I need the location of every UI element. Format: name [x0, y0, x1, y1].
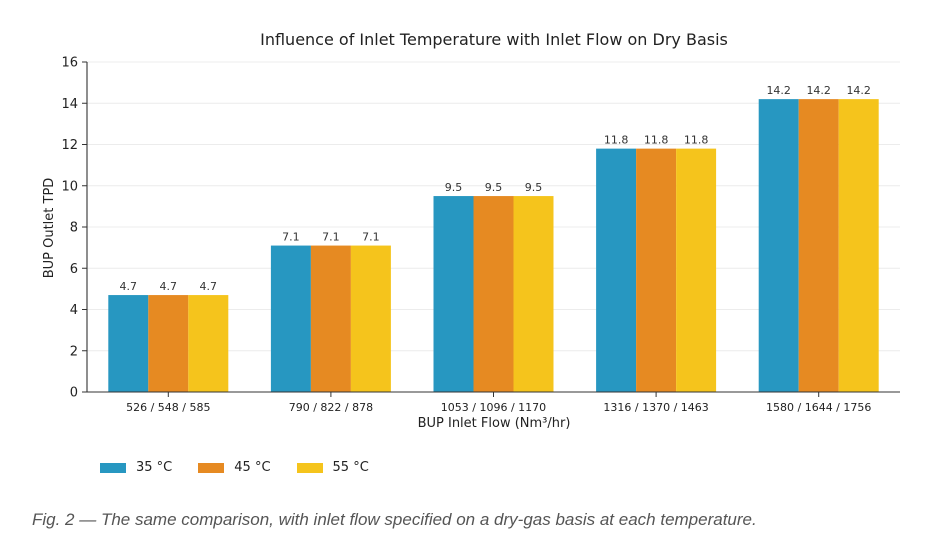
- x-tick-label: 790 / 822 / 878: [289, 401, 373, 414]
- legend-item: 35 °C: [100, 460, 172, 475]
- bar: [838, 99, 879, 392]
- bar-value-label: 7.1: [322, 231, 340, 244]
- y-tick-label: 4: [70, 303, 78, 318]
- legend-item: 55 °C: [296, 460, 369, 475]
- y-tick-label: 6: [70, 262, 78, 277]
- bar: [350, 245, 391, 392]
- bar: [188, 295, 229, 392]
- y-tick-label: 14: [61, 97, 78, 112]
- bar-value-label: 9.5: [445, 181, 463, 194]
- chart-legend: 35 °C 45 °C 55 °C: [100, 460, 369, 475]
- bar: [513, 196, 554, 392]
- y-tick-label: 0: [70, 386, 78, 401]
- x-tick-label: 1316 / 1370 / 1463: [603, 401, 708, 414]
- x-tick-label: 1580 / 1644 / 1756: [766, 401, 871, 414]
- bar-chart: Influence of Inlet Temperature with Inle…: [42, 30, 900, 431]
- bar-value-label: 4.7: [120, 280, 138, 293]
- y-tick-label: 10: [61, 179, 78, 194]
- legend-label: 45 °C: [234, 460, 271, 475]
- chart-title: Influence of Inlet Temperature with Inle…: [260, 30, 728, 49]
- y-tick-label: 8: [70, 221, 78, 236]
- bar-value-label: 4.7: [160, 280, 178, 293]
- bar: [270, 245, 311, 392]
- bar: [310, 245, 351, 392]
- y-tick-label: 2: [70, 344, 78, 359]
- y-tick-label: 16: [61, 56, 78, 71]
- bar: [758, 99, 799, 392]
- bar-value-label: 7.1: [282, 231, 300, 244]
- bar: [636, 148, 677, 392]
- legend-swatch: [100, 462, 126, 473]
- legend-item: 45 °C: [198, 460, 271, 475]
- figure-caption: Fig. 2 — The same comparison, with inlet…: [32, 510, 757, 529]
- bar-value-label: 7.1: [362, 231, 380, 244]
- bar-value-label: 4.7: [200, 280, 218, 293]
- bar-value-label: 11.8: [684, 134, 709, 147]
- bar-value-label: 9.5: [525, 181, 543, 194]
- bar: [148, 295, 189, 392]
- bar: [433, 196, 474, 392]
- bar: [473, 196, 514, 392]
- legend-swatch: [296, 462, 323, 473]
- bar-value-label: 11.8: [604, 134, 629, 147]
- bar: [596, 148, 637, 392]
- bar-value-label: 9.5: [485, 181, 503, 194]
- y-axis-ticks: 0 2 4 6 8 10 12 14 16: [61, 56, 87, 401]
- bar-value-label: 11.8: [644, 134, 669, 147]
- x-axis-ticks: 526 / 548 / 585 790 / 822 / 878 1053 / 109…: [126, 392, 871, 414]
- bar: [676, 148, 717, 392]
- bar: [798, 99, 839, 392]
- bar: [108, 295, 149, 392]
- bar-value-label: 14.2: [806, 84, 831, 97]
- bar-value-label: 14.2: [846, 84, 871, 97]
- bar-labels: 4.7 4.7 4.7 7.1 7.1 7.1 9.5 9.5 9.5 11.8 11.8 11.8 1…: [120, 84, 871, 293]
- x-tick-label: 526 / 548 / 585: [126, 401, 210, 414]
- legend-label: 55 °C: [332, 460, 369, 475]
- y-axis-label: BUP Outlet TPD: [42, 178, 57, 279]
- x-axis-label: BUP Inlet Flow (Nm³/hr): [418, 416, 571, 431]
- bar-value-label: 14.2: [766, 84, 791, 97]
- legend-label: 35 °C: [136, 460, 173, 475]
- legend-swatch: [198, 462, 225, 473]
- bars: [108, 99, 879, 392]
- y-tick-label: 12: [61, 138, 78, 153]
- x-tick-label: 1053 / 1096 / 1170: [441, 401, 546, 414]
